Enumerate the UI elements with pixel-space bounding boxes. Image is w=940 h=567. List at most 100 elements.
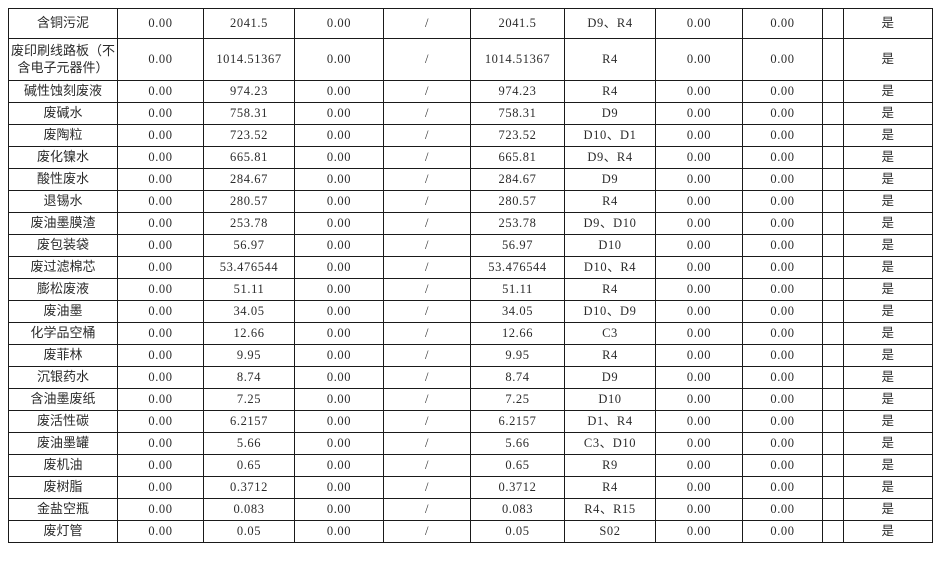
quantity-d-cell: 284.67 bbox=[470, 168, 565, 191]
blank-cell bbox=[822, 322, 844, 345]
disposal-code-cell: D9 bbox=[564, 168, 656, 191]
quantity-c-cell: 0.00 bbox=[294, 388, 384, 411]
disposal-code-cell: D10 bbox=[564, 234, 656, 257]
quantity-d-cell: 6.2157 bbox=[470, 410, 565, 433]
table-row: 废油墨膜渣 0.00 253.78 0.00/253.78 D9、D10 0.00 0.00… bbox=[8, 212, 933, 235]
quantity-b-cell: 5.66 bbox=[203, 432, 295, 455]
table-row: 废化镍水 0.00 665.81 0.00/665.81 D9、R4 0.00 0.00 是 bbox=[8, 146, 933, 169]
quantity-a-cell: 0.00 bbox=[117, 102, 204, 125]
slash-cell: / bbox=[383, 454, 471, 477]
blank-cell bbox=[822, 300, 844, 323]
quantity-b-cell: 8.74 bbox=[203, 366, 295, 389]
quantity-b-cell: 723.52 bbox=[203, 124, 295, 147]
quantity-f-cell: 0.00 bbox=[742, 38, 823, 81]
slash-cell: / bbox=[383, 520, 471, 543]
quantity-a-cell: 0.00 bbox=[117, 410, 204, 433]
blank-cell bbox=[822, 8, 844, 39]
quantity-f-cell: 0.00 bbox=[742, 102, 823, 125]
quantity-b-cell: 1014.51367 bbox=[203, 38, 295, 81]
quantity-e-cell: 0.00 bbox=[655, 8, 743, 39]
quantity-e-cell: 0.00 bbox=[655, 520, 743, 543]
quantity-c-cell: 0.00 bbox=[294, 124, 384, 147]
slash-cell: / bbox=[383, 300, 471, 323]
disposal-code-cell: R4、R15 bbox=[564, 498, 656, 521]
quantity-e-cell: 0.00 bbox=[655, 454, 743, 477]
quantity-f-cell: 0.00 bbox=[742, 300, 823, 323]
blank-cell bbox=[822, 388, 844, 411]
slash-cell: / bbox=[383, 190, 471, 213]
waste-name-cell: 废油墨 bbox=[8, 300, 118, 323]
waste-name-cell: 碱性蚀刻废液 bbox=[8, 80, 118, 103]
slash-cell: / bbox=[383, 322, 471, 345]
quantity-a-cell: 0.00 bbox=[117, 454, 204, 477]
quantity-b-cell: 0.083 bbox=[203, 498, 295, 521]
quantity-d-cell: 12.66 bbox=[470, 322, 565, 345]
quantity-c-cell: 0.00 bbox=[294, 476, 384, 499]
quantity-a-cell: 0.00 bbox=[117, 168, 204, 191]
table-row: 废机油 0.00 0.65 0.00/0.65 R9 0.00 0.00 是 bbox=[8, 454, 933, 477]
waste-name-cell: 酸性废水 bbox=[8, 168, 118, 191]
disposal-code-cell: D1、R4 bbox=[564, 410, 656, 433]
table-row: 废包装袋 0.00 56.97 0.00/56.97 D10 0.00 0.00 是 bbox=[8, 234, 933, 257]
quantity-a-cell: 0.00 bbox=[117, 234, 204, 257]
quantity-b-cell: 665.81 bbox=[203, 146, 295, 169]
disposal-code-cell: D9、R4 bbox=[564, 8, 656, 39]
blank-cell bbox=[822, 80, 844, 103]
quantity-d-cell: 0.65 bbox=[470, 454, 565, 477]
confirm-cell: 是 bbox=[843, 432, 933, 455]
quantity-b-cell: 2041.5 bbox=[203, 8, 295, 39]
quantity-e-cell: 0.00 bbox=[655, 410, 743, 433]
quantity-f-cell: 0.00 bbox=[742, 520, 823, 543]
disposal-code-cell: D9 bbox=[564, 102, 656, 125]
quantity-d-cell: 665.81 bbox=[470, 146, 565, 169]
quantity-f-cell: 0.00 bbox=[742, 146, 823, 169]
waste-name-cell: 废机油 bbox=[8, 454, 118, 477]
disposal-code-cell: R4 bbox=[564, 38, 656, 81]
quantity-f-cell: 0.00 bbox=[742, 168, 823, 191]
blank-cell bbox=[822, 432, 844, 455]
quantity-e-cell: 0.00 bbox=[655, 146, 743, 169]
blank-cell bbox=[822, 38, 844, 81]
confirm-cell: 是 bbox=[843, 256, 933, 279]
table-row: 碱性蚀刻废液 0.00 974.23 0.00/974.23 R4 0.00 0.00 是 bbox=[8, 80, 933, 103]
blank-cell bbox=[822, 344, 844, 367]
slash-cell: / bbox=[383, 476, 471, 499]
table-row: 废过滤棉芯 0.00 53.476544 0.00/53.476544 D10、R4 0.… bbox=[8, 256, 933, 279]
waste-name-cell: 含铜污泥 bbox=[8, 8, 118, 39]
quantity-a-cell: 0.00 bbox=[117, 432, 204, 455]
quantity-e-cell: 0.00 bbox=[655, 80, 743, 103]
blank-cell bbox=[822, 476, 844, 499]
blank-cell bbox=[822, 212, 844, 235]
quantity-a-cell: 0.00 bbox=[117, 278, 204, 301]
quantity-a-cell: 0.00 bbox=[117, 498, 204, 521]
blank-cell bbox=[822, 190, 844, 213]
disposal-code-cell: S02 bbox=[564, 520, 656, 543]
waste-name-cell: 废碱水 bbox=[8, 102, 118, 125]
quantity-c-cell: 0.00 bbox=[294, 80, 384, 103]
slash-cell: / bbox=[383, 278, 471, 301]
quantity-f-cell: 0.00 bbox=[742, 498, 823, 521]
quantity-e-cell: 0.00 bbox=[655, 344, 743, 367]
slash-cell: / bbox=[383, 234, 471, 257]
waste-name-cell: 废活性碳 bbox=[8, 410, 118, 433]
slash-cell: / bbox=[383, 124, 471, 147]
table-row: 含油墨废纸 0.00 7.25 0.00/7.25 D10 0.00 0.00 是 bbox=[8, 388, 933, 411]
confirm-cell: 是 bbox=[843, 80, 933, 103]
table-row: 退锡水 0.00 280.57 0.00/280.57 R4 0.00 0.00 是 bbox=[8, 190, 933, 213]
quantity-b-cell: 7.25 bbox=[203, 388, 295, 411]
waste-name-cell: 废树脂 bbox=[8, 476, 118, 499]
waste-table-body: 含铜污泥 0.00 2041.5 0.00/2041.5 D9、R4 0.00 0.00 是废… bbox=[8, 8, 933, 543]
quantity-e-cell: 0.00 bbox=[655, 256, 743, 279]
confirm-cell: 是 bbox=[843, 344, 933, 367]
quantity-f-cell: 0.00 bbox=[742, 8, 823, 39]
waste-name-cell: 含油墨废纸 bbox=[8, 388, 118, 411]
confirm-cell: 是 bbox=[843, 388, 933, 411]
disposal-code-cell: C3 bbox=[564, 322, 656, 345]
quantity-b-cell: 34.05 bbox=[203, 300, 295, 323]
quantity-f-cell: 0.00 bbox=[742, 190, 823, 213]
blank-cell bbox=[822, 520, 844, 543]
quantity-a-cell: 0.00 bbox=[117, 322, 204, 345]
slash-cell: / bbox=[383, 432, 471, 455]
waste-name-cell: 化学品空桶 bbox=[8, 322, 118, 345]
quantity-f-cell: 0.00 bbox=[742, 278, 823, 301]
